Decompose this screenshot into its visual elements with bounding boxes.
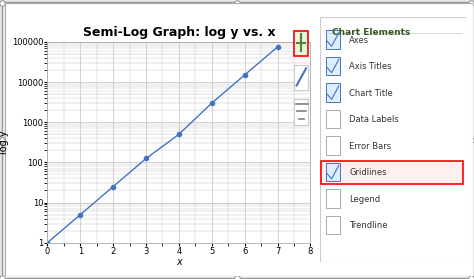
Text: Chart Title: Chart Title	[349, 89, 393, 98]
Text: Gridlines: Gridlines	[349, 168, 387, 177]
Bar	[294, 65, 308, 90]
Bar	[326, 216, 340, 234]
Text: Data Labels: Data Labels	[349, 115, 399, 124]
Bar	[326, 30, 340, 49]
Bar	[326, 57, 340, 75]
X-axis label: x: x	[176, 257, 182, 267]
Bar	[326, 110, 340, 128]
Text: Error Bars: Error Bars	[349, 142, 391, 151]
Bar	[321, 161, 463, 184]
Title: Semi-Log Graph: log y vs. x: Semi-Log Graph: log y vs. x	[82, 26, 275, 39]
Bar	[326, 83, 340, 102]
Text: Axis Titles: Axis Titles	[349, 62, 392, 71]
Text: Legend: Legend	[349, 195, 380, 204]
Text: Axes: Axes	[349, 35, 369, 45]
Y-axis label: log y: log y	[0, 131, 9, 154]
Text: Trendline: Trendline	[349, 221, 388, 230]
Bar	[326, 136, 340, 155]
Bar	[294, 31, 308, 56]
Text: Chart Elements: Chart Elements	[332, 28, 410, 37]
Bar	[326, 189, 340, 208]
Bar	[294, 99, 308, 125]
Bar	[326, 163, 340, 181]
